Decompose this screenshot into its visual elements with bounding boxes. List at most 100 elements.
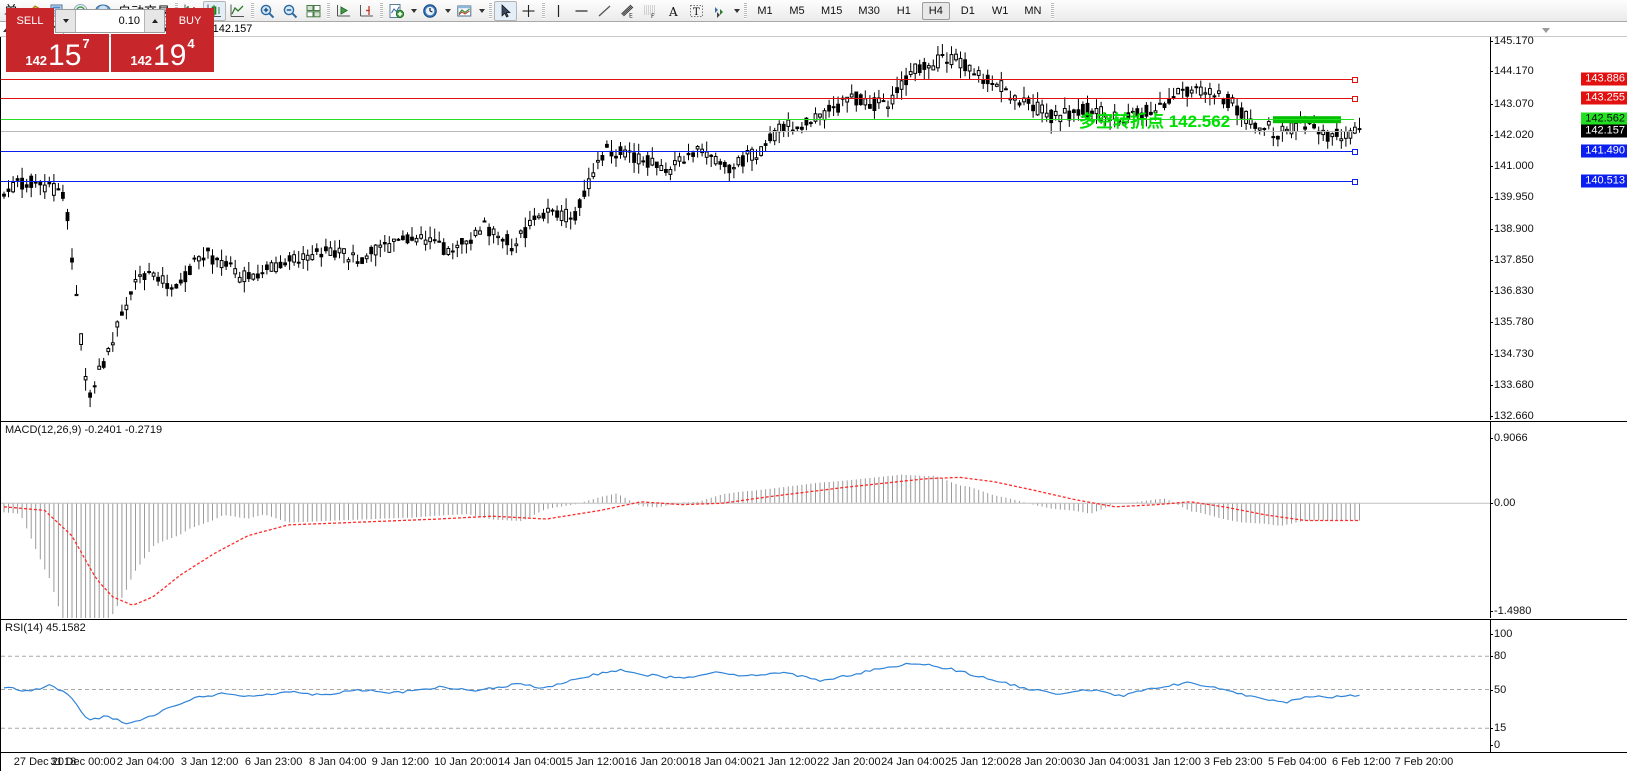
one-click-trading-panel[interactable]: SELL 0.10 BUY 142 15 7 142 19 4 [6, 8, 214, 72]
sell-price-sup: 7 [82, 36, 90, 51]
price-label-142157[interactable]: 142.157 [1581, 124, 1627, 138]
trend-line-icon[interactable] [593, 1, 616, 21]
volume-stepper[interactable]: 0.10 [55, 9, 165, 33]
price-tick: 137.850 [1490, 254, 1534, 267]
timeframe-h1[interactable]: H1 [896, 4, 911, 17]
time-tick: 27 Dec 2018 [13, 756, 77, 768]
price-tick: 139.950 [1490, 191, 1534, 204]
objects-list-icon[interactable] [708, 1, 731, 21]
time-tick: 10 Jan 20:00 [434, 756, 498, 768]
crosshair-icon[interactable] [517, 1, 540, 21]
time-tick: 3 Jan 12:00 [180, 756, 239, 768]
timeframe-m15[interactable]: M15 [821, 4, 843, 17]
macd-title: MACD(12,26,9) -0.2401 -0.2719 [5, 424, 163, 436]
rsi-scale[interactable]: 100 80 50 15 0 [1489, 620, 1627, 752]
price-plot[interactable]: 多空转折点 142.562 [1, 37, 1491, 420]
macd-series [1, 474, 1491, 618]
time-tick: 5 Feb 04:00 [1267, 756, 1327, 768]
time-tick: 3 Feb 23:00 [1203, 756, 1263, 768]
timeframe-mn[interactable]: MN [1024, 4, 1042, 17]
macd-scale[interactable]: 0.9066 0.00 -1.4980 [1489, 422, 1627, 618]
price-tick: 134.730 [1490, 347, 1534, 360]
pivot-line-142562[interactable] [1, 119, 1354, 121]
line-chart-icon[interactable] [226, 1, 249, 21]
buy-button[interactable]: BUY [166, 8, 214, 34]
price-tick: 138.900 [1490, 222, 1534, 235]
price-label-140513[interactable]: 140.513 [1581, 174, 1627, 188]
fibonacci-icon[interactable]: F [639, 1, 662, 21]
time-tick: 25 Jan 12:00 [945, 756, 1009, 768]
sell-price[interactable]: 142 15 7 [6, 34, 109, 72]
time-tick: 30 Jan 04:00 [1073, 756, 1137, 768]
toolbar-separator [540, 2, 547, 20]
zoom-in-icon[interactable] [256, 1, 279, 21]
main-toolbar: 单 [0, 0, 1627, 22]
time-tick: 16 Jan 20:00 [624, 756, 689, 768]
tile-windows-icon[interactable] [302, 1, 325, 21]
macd-tick: 0.00 [1489, 497, 1516, 510]
resistance-line-143886[interactable] [1, 77, 1358, 84]
time-tick: 31 Jan 12:00 [1137, 756, 1201, 768]
templates-icon[interactable] [453, 1, 476, 21]
pivot-annotation[interactable]: 多空转折点 142.562 [1079, 112, 1231, 132]
text-tool-icon[interactable]: A [662, 1, 685, 21]
periods-dropdown-caret[interactable] [442, 1, 453, 21]
sell-button[interactable]: SELL [6, 8, 54, 34]
price-label-143886[interactable]: 143.886 [1581, 72, 1627, 86]
time-tick: 2 Jan 04:00 [116, 756, 175, 768]
indicators-dropdown-caret[interactable] [408, 1, 419, 21]
toolbar-separator [325, 2, 332, 20]
price-label-141490[interactable]: 141.490 [1581, 144, 1627, 158]
equidistant-channel-icon[interactable]: E [616, 1, 639, 21]
volume-dropdown-icon[interactable] [56, 10, 76, 32]
price-tick: 133.680 [1490, 379, 1534, 392]
symbol-info-bar: GBPJPY-,H4 142.145 142.165 142.134 142.1… [0, 22, 1627, 37]
macd-tick: 0.9066 [1490, 432, 1528, 444]
volume-increment-icon[interactable] [144, 10, 164, 32]
timeframe-m5[interactable]: M5 [789, 4, 805, 17]
rsi-tick: 15 [1489, 722, 1507, 735]
volume-value[interactable]: 0.10 [118, 15, 140, 27]
buy-price[interactable]: 142 19 4 [111, 34, 214, 72]
timeframe-h4[interactable]: H4 [921, 1, 950, 20]
rsi-plot[interactable] [1, 620, 1491, 752]
periods-clock-icon[interactable] [419, 1, 442, 21]
resistance-line-143255[interactable] [1, 96, 1358, 103]
price-tick: 145.170 [1490, 35, 1534, 47]
support-line-141490[interactable] [1, 149, 1358, 156]
zoom-out-icon[interactable] [279, 1, 302, 21]
price-label-142562[interactable]: 142.562 [1581, 112, 1627, 126]
price-scale[interactable]: 145.170 144.170 143.070 142.020 141.000 139.9… [1490, 35, 1627, 422]
chart-shift-icon[interactable] [355, 1, 378, 21]
timeframe-m1[interactable]: M1 [757, 4, 773, 17]
rsi-pane[interactable]: RSI(14) 45.1582 100 80 50 15 0 [1, 619, 1627, 752]
timeframe-d1[interactable]: D1 [960, 4, 975, 17]
price-pane[interactable]: 多空转折点 142.562 145.170 144.170 143.070 142.0… [1, 35, 1627, 422]
horizontal-line-icon[interactable] [570, 1, 593, 21]
macd-plot[interactable] [1, 422, 1491, 618]
time-axis[interactable]: 27 Dec 2018 31 Dec 00:00 2 Jan 04:00 3 Jan … [1, 752, 1627, 771]
price-tick: 144.170 [1490, 64, 1534, 77]
price-label-143255[interactable]: 143.255 [1581, 91, 1627, 105]
timeframe-m30[interactable]: M30 [858, 4, 880, 17]
indicators-icon[interactable] [385, 1, 408, 21]
auto-scroll-icon[interactable] [332, 1, 355, 21]
macd-tick: -1.4980 [1489, 605, 1532, 617]
svg-text:A: A [668, 5, 678, 19]
time-tick: 24 Jan 04:00 [881, 756, 945, 768]
toolbar-separator [378, 2, 385, 20]
support-line-140513[interactable] [1, 178, 1358, 185]
timeframe-w1[interactable]: W1 [991, 4, 1009, 17]
svg-text:F: F [651, 13, 655, 19]
candlestick-series [2, 44, 1362, 408]
objects-dropdown-caret[interactable] [731, 1, 742, 21]
buy-price-mid: 19 [153, 39, 187, 72]
templates-dropdown-caret[interactable] [476, 1, 487, 21]
toolbar-separator [249, 2, 256, 20]
text-label-icon[interactable]: T [685, 1, 708, 21]
macd-pane[interactable]: MACD(12,26,9) -0.2401 -0.2719 0.9066 0.00… [1, 421, 1627, 618]
cursor-arrow-icon[interactable] [494, 0, 518, 21]
scale-collapse-caret[interactable] [1542, 28, 1551, 34]
last-price-line [1, 131, 1354, 133]
vertical-line-icon[interactable] [547, 1, 570, 21]
